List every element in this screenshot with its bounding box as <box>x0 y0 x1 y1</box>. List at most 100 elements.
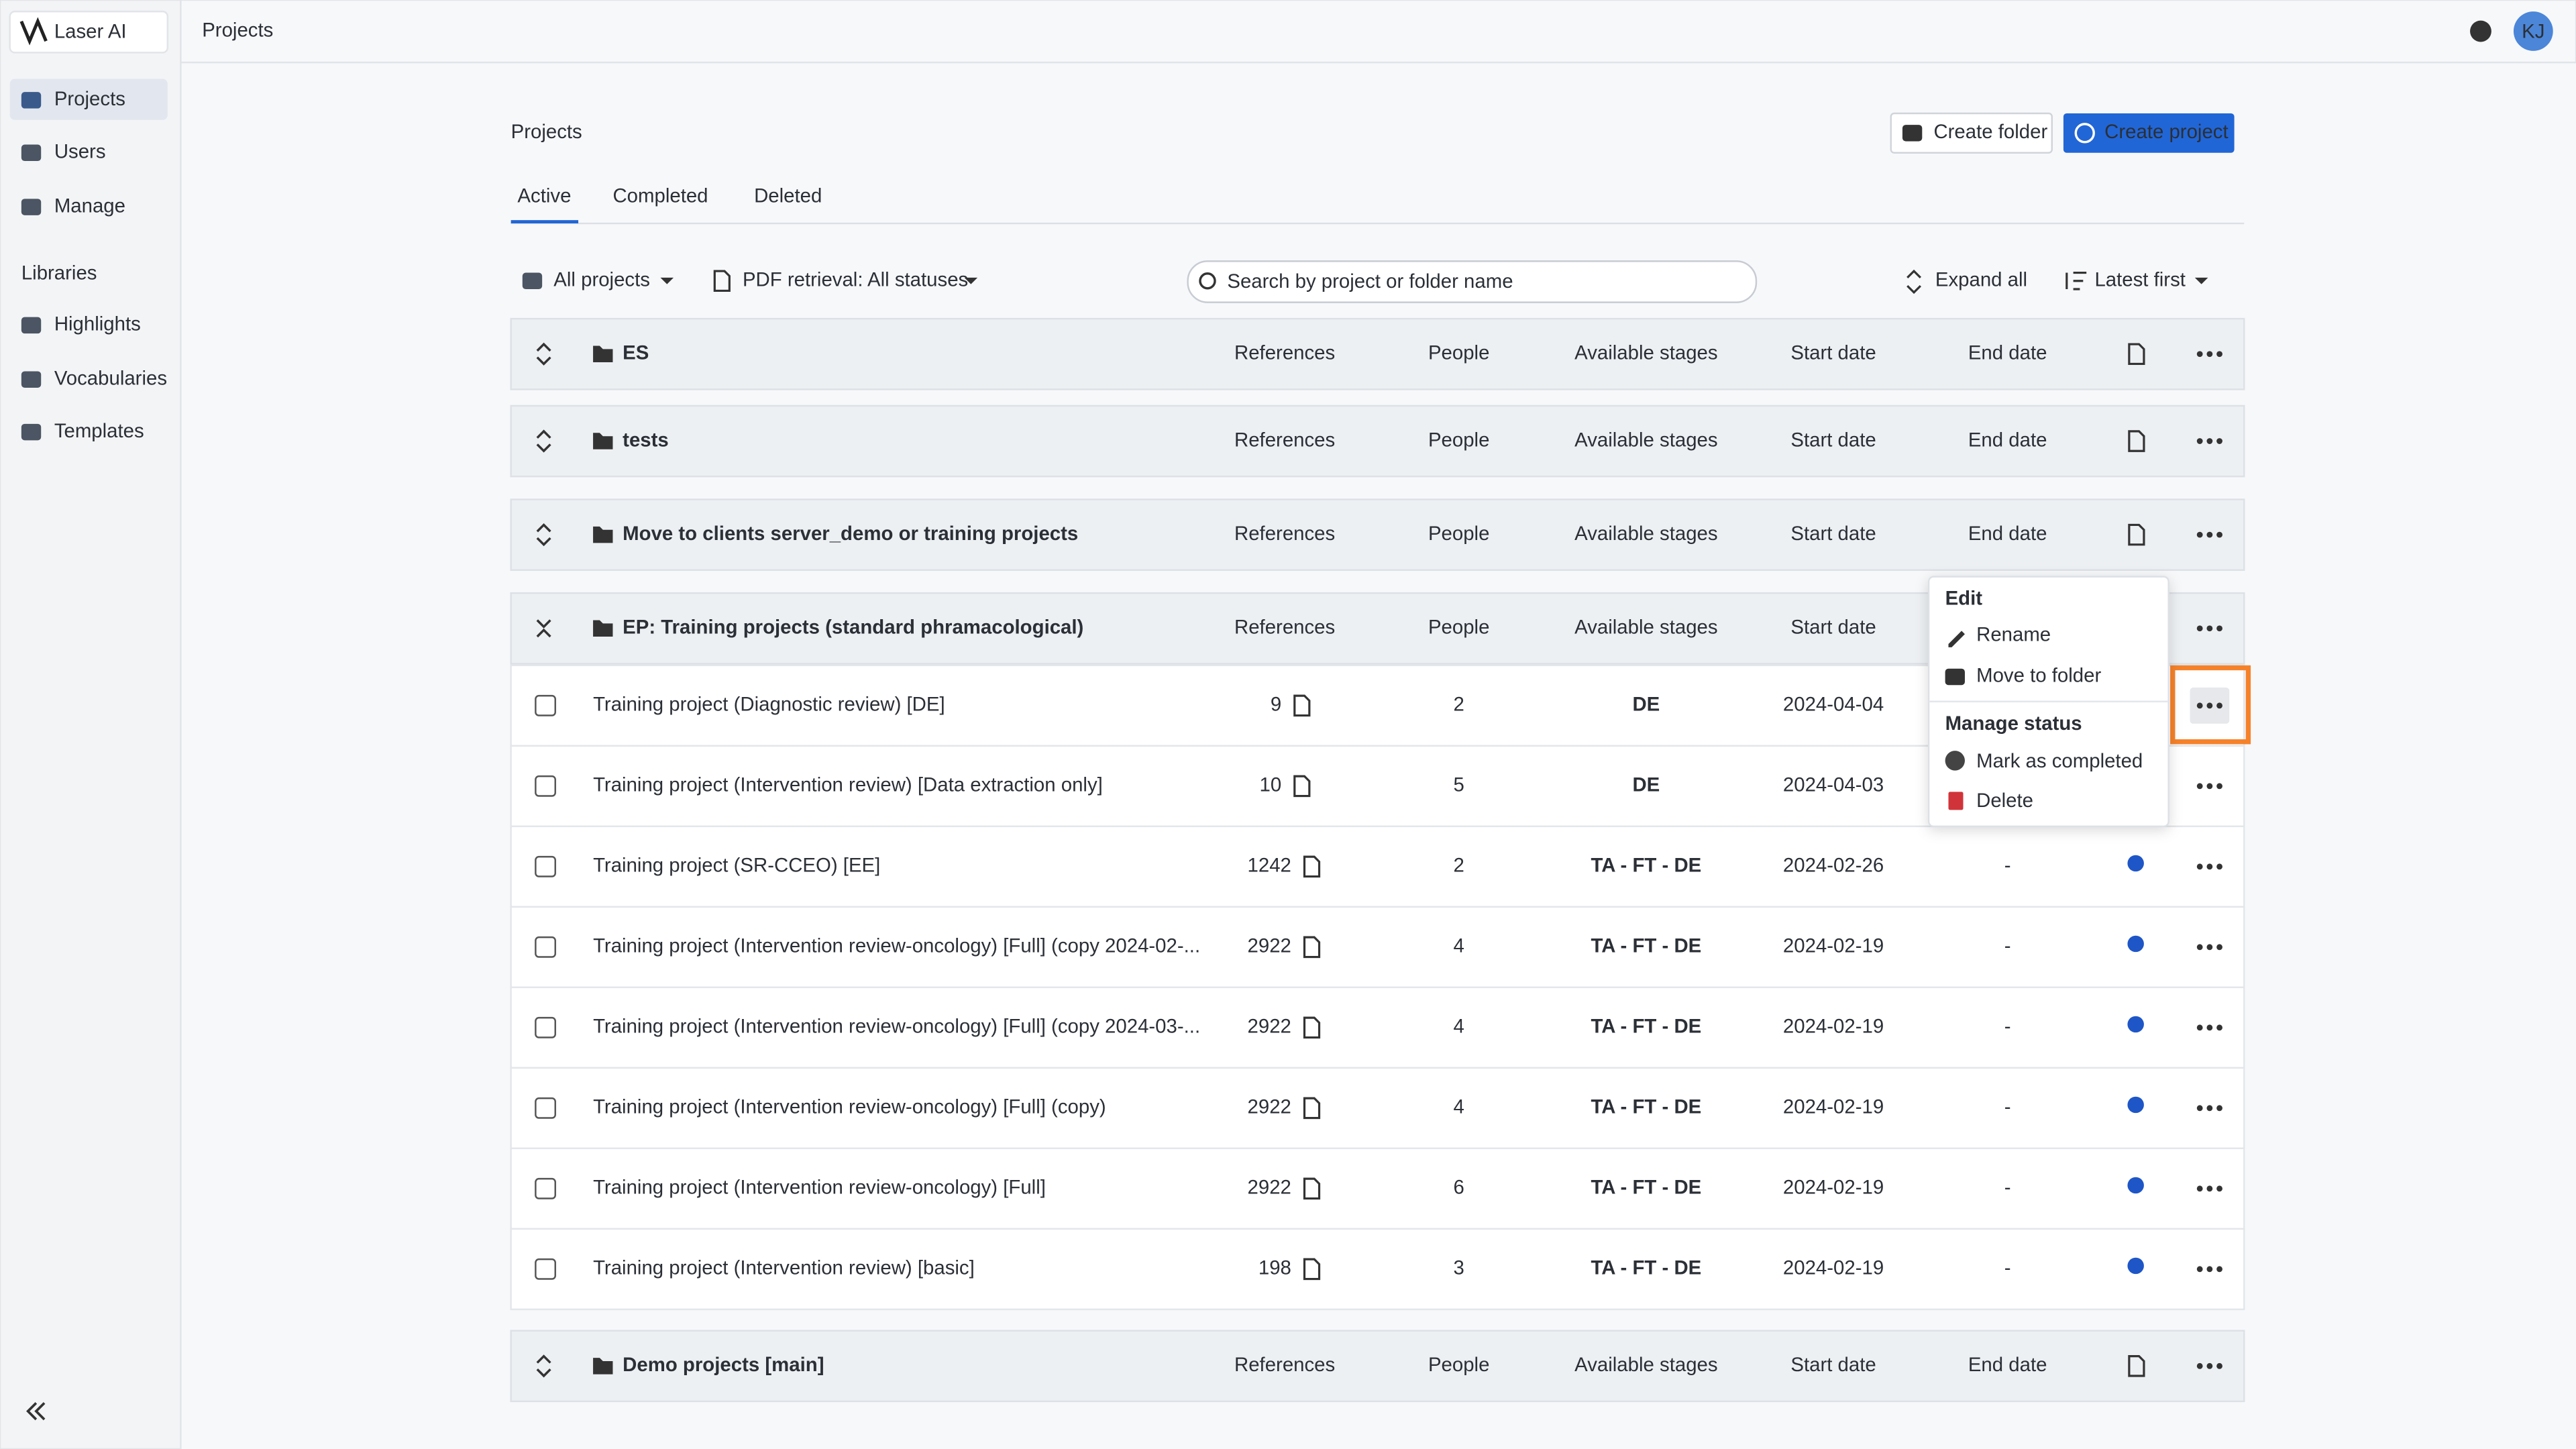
tab[interactable]: Active <box>517 185 571 207</box>
more-dot[interactable] <box>2196 625 2203 632</box>
status-dot <box>2127 1177 2144 1194</box>
project-name[interactable]: Training project (Intervention review-on… <box>593 1177 1046 1199</box>
more-dot[interactable] <box>2216 438 2222 444</box>
project-name[interactable]: Training project (Intervention review-on… <box>593 1096 1106 1118</box>
tab[interactable]: Completed <box>612 185 708 207</box>
more-dot[interactable] <box>2206 1266 2213 1273</box>
more-dot[interactable] <box>2206 1362 2213 1369</box>
search[interactable] <box>1187 260 1758 303</box>
folder-name[interactable]: ES <box>623 342 649 364</box>
more-dot[interactable] <box>2216 1185 2222 1192</box>
more-dot[interactable] <box>2196 1024 2203 1031</box>
project-name[interactable]: Training project (SR-CCEO) [EE] <box>593 855 880 877</box>
menu-item[interactable]: Rename <box>1976 624 2051 646</box>
menu-item[interactable]: Mark as completed <box>1976 750 2143 772</box>
library-item[interactable]: Highlights <box>54 313 141 335</box>
library-item[interactable]: Vocabularies <box>54 367 167 389</box>
project-name[interactable]: Training project (Intervention review-on… <box>593 1016 1200 1038</box>
more-dot[interactable] <box>2216 1266 2222 1273</box>
checkbox[interactable] <box>535 1097 556 1119</box>
button-label[interactable]: Create folder <box>1933 121 2047 143</box>
more-dot[interactable] <box>2196 531 2203 538</box>
more-dot[interactable] <box>2196 783 2203 790</box>
more-dot[interactable] <box>2196 1185 2203 1192</box>
chevron[interactable] <box>536 619 551 638</box>
tab[interactable]: Deleted <box>754 185 822 207</box>
sort[interactable]: Latest first <box>2094 269 2186 291</box>
avatar[interactable] <box>2513 11 2553 51</box>
create-folder[interactable] <box>1890 112 2053 154</box>
more-dot[interactable] <box>2196 1266 2203 1273</box>
chevron[interactable] <box>536 1354 551 1378</box>
more-dot[interactable] <box>2206 531 2213 538</box>
more-dot[interactable] <box>2196 1362 2203 1369</box>
expand-all[interactable]: Expand all <box>1935 269 2027 291</box>
menu-item[interactable]: Delete <box>1976 790 2033 812</box>
more-dot[interactable] <box>2196 438 2203 444</box>
more-dot[interactable] <box>2196 1105 2203 1112</box>
folder-row <box>510 1330 2245 1403</box>
more-dot[interactable] <box>2216 1362 2222 1369</box>
more-dot[interactable] <box>2206 351 2213 358</box>
more-dot[interactable] <box>2216 1024 2222 1031</box>
more-dot[interactable] <box>2206 1024 2213 1031</box>
more-dot[interactable] <box>2196 944 2203 951</box>
more-dot[interactable] <box>2216 783 2222 790</box>
project-name[interactable]: Training project (Intervention review) [… <box>593 1257 975 1279</box>
folder-name[interactable]: tests <box>623 429 669 451</box>
checkbox[interactable] <box>535 1258 556 1280</box>
more-dot[interactable] <box>2196 863 2203 870</box>
checkbox[interactable] <box>535 855 556 877</box>
chevron[interactable] <box>536 342 551 366</box>
chevron[interactable] <box>536 429 551 453</box>
checkbox[interactable] <box>535 1016 556 1038</box>
more-dot[interactable] <box>2216 625 2222 632</box>
expand-icon <box>1907 269 1921 294</box>
checkbox[interactable] <box>535 775 556 797</box>
create-project[interactable] <box>2063 113 2235 153</box>
references: 2922 <box>1248 1177 1291 1199</box>
more-dot[interactable] <box>2206 944 2213 951</box>
more-dot[interactable] <box>2216 1105 2222 1112</box>
checkbox[interactable] <box>535 1177 556 1199</box>
more-dot[interactable] <box>2206 625 2213 632</box>
chevron[interactable] <box>536 523 551 547</box>
nav-item[interactable]: Manage <box>54 195 125 217</box>
more-dot[interactable] <box>2216 863 2222 870</box>
filter[interactable]: PDF retrieval: All statuses <box>743 269 968 291</box>
menu-item[interactable]: Move to folder <box>1976 665 2101 687</box>
more-dot[interactable] <box>2206 438 2213 444</box>
help[interactable] <box>2470 20 2491 42</box>
checkbox[interactable] <box>535 694 556 716</box>
nav-item[interactable]: Projects <box>54 88 125 110</box>
app-name: Laser AI <box>54 21 127 43</box>
more-dot[interactable] <box>2206 1105 2213 1112</box>
folder-name[interactable]: Move to clients server_demo or training … <box>623 523 1078 545</box>
column-header: Available stages <box>1574 616 1717 639</box>
more-dot[interactable] <box>2196 702 2203 709</box>
more-dot[interactable] <box>2216 702 2222 709</box>
filter[interactable]: All projects <box>553 269 650 291</box>
button-label[interactable]: Create project <box>2104 121 2229 143</box>
folder-name[interactable]: Demo projects [main] <box>623 1354 824 1376</box>
more-dot[interactable] <box>2206 863 2213 870</box>
doc-icon <box>1293 775 1311 798</box>
project-name[interactable]: Training project (Intervention review-on… <box>593 935 1200 957</box>
nav-item[interactable]: Users <box>54 141 106 163</box>
library-item[interactable]: Templates <box>54 420 144 442</box>
menu-heading: Edit <box>1945 588 1983 610</box>
more-dot[interactable] <box>2216 351 2222 358</box>
status-dot <box>2127 1096 2144 1114</box>
folder-name[interactable]: EP: Training projects (standard phramaco… <box>623 616 1083 639</box>
checkbox[interactable] <box>535 936 556 958</box>
more-dot[interactable] <box>2216 944 2222 951</box>
more-dot[interactable] <box>2206 702 2213 709</box>
collapse[interactable] <box>26 1402 46 1421</box>
more-dot[interactable] <box>2196 351 2203 358</box>
more-dot[interactable] <box>2216 531 2222 538</box>
project-name[interactable]: Training project (Intervention review) [… <box>593 774 1103 796</box>
more-dot[interactable] <box>2206 1185 2213 1192</box>
project-name[interactable]: Training project (Diagnostic review) [DE… <box>593 694 945 716</box>
more-dot[interactable] <box>2206 783 2213 790</box>
people: 4 <box>1454 1096 1464 1118</box>
